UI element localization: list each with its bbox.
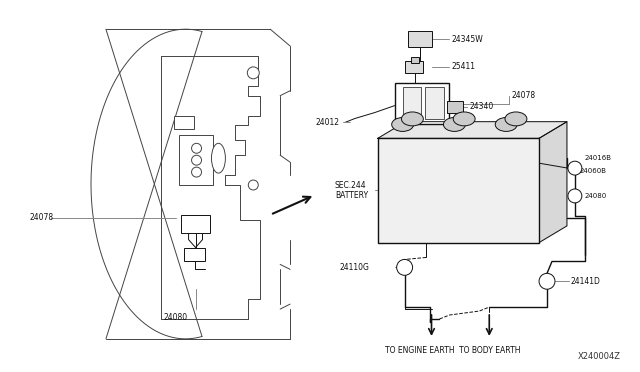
Text: 24078: 24078 — [29, 213, 53, 222]
Polygon shape — [378, 138, 539, 243]
Bar — [184, 247, 205, 262]
Text: TO BODY EARTH: TO BODY EARTH — [458, 346, 520, 355]
Text: 24080: 24080 — [585, 193, 607, 199]
Ellipse shape — [211, 143, 225, 173]
Ellipse shape — [444, 118, 465, 131]
Bar — [424, 87, 444, 119]
Text: SEC.244: SEC.244 — [335, 180, 367, 189]
Bar — [395, 83, 449, 125]
Circle shape — [247, 67, 259, 79]
Bar — [180, 215, 211, 232]
Polygon shape — [539, 122, 567, 243]
Bar — [378, 138, 539, 243]
Text: 24080: 24080 — [164, 312, 188, 321]
Circle shape — [191, 143, 202, 153]
Circle shape — [568, 161, 582, 175]
Text: X240004Z: X240004Z — [577, 352, 620, 361]
Bar — [408, 31, 431, 47]
Bar — [447, 101, 463, 113]
Circle shape — [248, 180, 259, 190]
Ellipse shape — [453, 112, 475, 126]
Ellipse shape — [505, 112, 527, 126]
Text: 24078: 24078 — [511, 91, 535, 100]
Bar — [411, 57, 419, 63]
Ellipse shape — [392, 118, 413, 131]
Text: 24060B: 24060B — [580, 168, 607, 174]
Circle shape — [191, 155, 202, 165]
Circle shape — [568, 189, 582, 203]
Circle shape — [397, 259, 413, 275]
Bar — [179, 135, 214, 185]
Text: 24110G: 24110G — [340, 263, 370, 272]
Text: TO ENGINE EARTH: TO ENGINE EARTH — [385, 346, 454, 355]
Circle shape — [191, 167, 202, 177]
Text: BATTERY: BATTERY — [335, 192, 368, 201]
Bar — [404, 61, 422, 73]
Bar — [403, 87, 420, 119]
Text: 24012: 24012 — [315, 118, 339, 127]
Text: 25411: 25411 — [451, 62, 476, 71]
Bar — [173, 116, 193, 129]
Text: 24340: 24340 — [469, 102, 493, 111]
Polygon shape — [378, 122, 567, 138]
Text: 24141D: 24141D — [571, 277, 601, 286]
Ellipse shape — [495, 118, 517, 131]
Ellipse shape — [401, 112, 423, 126]
Text: 24345W: 24345W — [451, 35, 483, 44]
Text: 24016B: 24016B — [585, 155, 612, 161]
Circle shape — [539, 273, 555, 289]
